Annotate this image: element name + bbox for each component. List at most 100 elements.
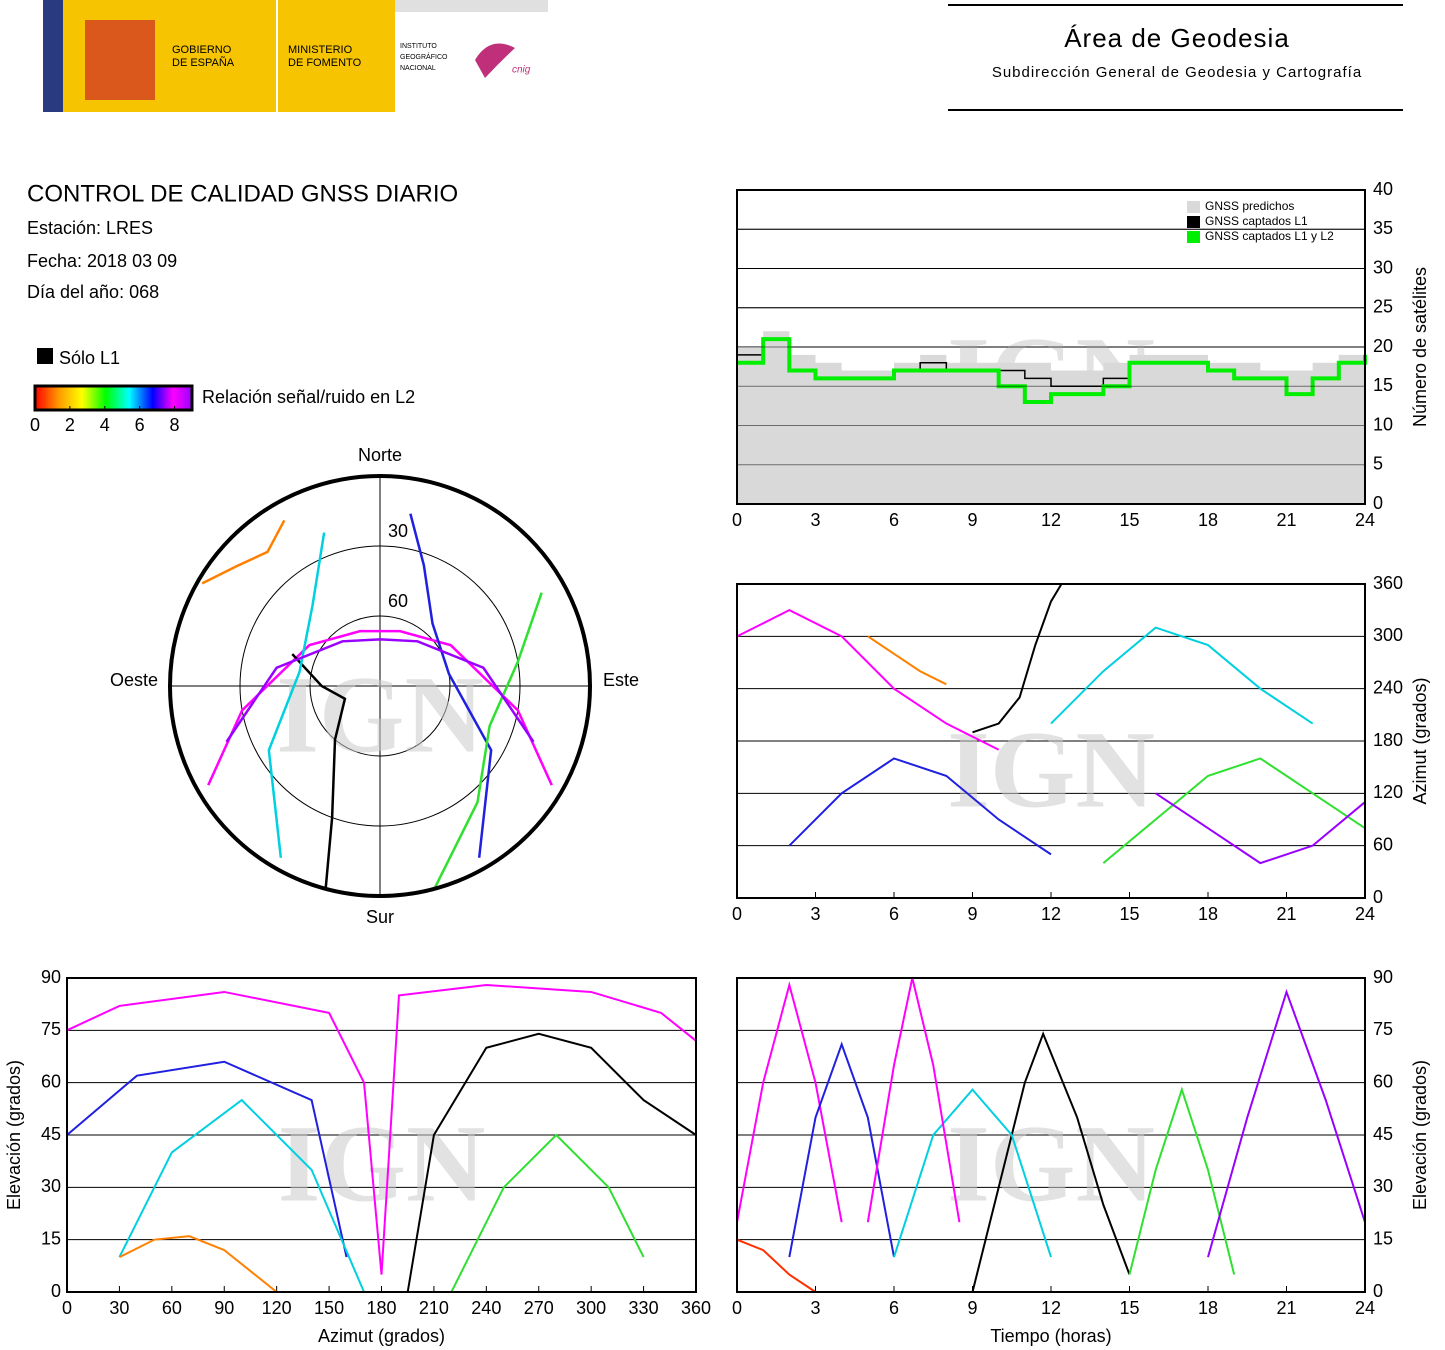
- x-tick-label: 18: [1198, 904, 1218, 924]
- colorbar-label: Relación señal/ruido en L2: [202, 387, 415, 407]
- logo-text: INSTITUTO: [400, 43, 437, 50]
- y-tick-label: 15: [41, 1228, 61, 1248]
- watermark: IGN: [947, 708, 1155, 830]
- legend-label: GNSS captados L1 y L2: [1205, 229, 1334, 243]
- station: Estación: LRES: [27, 218, 153, 238]
- satellite-track: [1102, 757, 1366, 864]
- x-tick-label: 15: [1119, 1298, 1139, 1318]
- plot-frame: [66, 977, 697, 1293]
- y-tick-label: 60: [1373, 834, 1393, 854]
- logo-text: cnig: [512, 65, 531, 76]
- report-title: CONTROL DE CALIDAD GNSS DIARIO: [27, 180, 458, 207]
- satellite-track: [971, 1031, 1131, 1293]
- x-tick-label: 90: [214, 1298, 234, 1318]
- y-tick-label: 300: [1373, 625, 1403, 645]
- satellite-track: [788, 757, 1052, 856]
- direction-label: Sur: [366, 907, 394, 927]
- legend-swatch: [1187, 216, 1200, 228]
- y-axis-title: Elevación (grados): [4, 1060, 24, 1210]
- y-tick-label: 20: [1373, 336, 1393, 356]
- direction-label: Oeste: [110, 670, 158, 690]
- eu-strip: [43, 0, 63, 112]
- y-tick-label: 60: [1373, 1071, 1393, 1091]
- y-tick-label: 180: [1373, 730, 1403, 750]
- y-tick-label: 0: [51, 1281, 61, 1301]
- logo-text: DE ESPAÑA: [172, 56, 235, 69]
- satellite-track: [893, 1088, 1052, 1258]
- y-tick-label: 25: [1373, 297, 1393, 317]
- logo-text: GEOGRÁFICO: [400, 52, 448, 61]
- satellite-track: [291, 653, 347, 889]
- date: Fecha: 2018 03 09: [27, 251, 177, 271]
- colorbar: [33, 384, 194, 412]
- y-tick-label: 15: [1373, 375, 1393, 395]
- x-tick-label: 270: [524, 1298, 554, 1318]
- x-tick-label: 150: [314, 1298, 344, 1318]
- y-tick-label: 0: [1373, 493, 1383, 513]
- satellite-track: [409, 513, 493, 858]
- satellite-track: [1207, 988, 1366, 1258]
- satellite-track: [267, 532, 326, 858]
- y-tick-label: 75: [1373, 1019, 1393, 1039]
- x-tick-label: 210: [419, 1298, 449, 1318]
- satellite-track: [66, 1060, 348, 1258]
- satellite-track: [380, 983, 697, 1275]
- y-tick-label: 120: [1373, 782, 1403, 802]
- x-tick-label: 0: [732, 904, 742, 924]
- legend-label: GNSS captados L1: [1205, 214, 1308, 228]
- logo-text: NACIONAL: [400, 65, 436, 72]
- colorbar-tick-label: 2: [65, 415, 75, 435]
- area-subtitle: Subdirección General de Geodesia y Carto…: [992, 64, 1362, 81]
- ring: [239, 545, 521, 827]
- x-tick-label: 0: [62, 1298, 72, 1318]
- satellite-track: [225, 638, 535, 743]
- x-tick-label: 3: [810, 510, 820, 530]
- y-tick-label: 30: [1373, 1176, 1393, 1196]
- x-tick-label: 3: [810, 904, 820, 924]
- satellite-track: [450, 1133, 645, 1293]
- x-tick-label: 360: [681, 1298, 711, 1318]
- satellite-track: [867, 635, 947, 686]
- satellite-track: [118, 1235, 278, 1293]
- satellite-track: [66, 990, 383, 1275]
- y-axis-title: Elevación (grados): [1410, 1060, 1430, 1210]
- satellite-track: [1128, 1086, 1236, 1275]
- x-tick-label: 12: [1041, 510, 1061, 530]
- logo-text: MINISTERIO: [288, 44, 353, 56]
- y-tick-label: 15: [1373, 1228, 1393, 1248]
- y-tick-label: 240: [1373, 677, 1403, 697]
- y-tick-label: 0: [1373, 887, 1383, 907]
- y-axis-title: Azimut (grados): [1410, 677, 1430, 804]
- coat-of-arms: [85, 20, 155, 100]
- y-tick-label: 0: [1373, 1281, 1383, 1301]
- x-tick-label: 6: [889, 1298, 899, 1318]
- logo-text: GOBIERNO: [172, 44, 232, 56]
- x-tick-label: 18: [1198, 1298, 1218, 1318]
- l1-label: Sólo L1: [59, 348, 120, 368]
- satellite-track: [736, 1238, 817, 1293]
- satellite-track: [1050, 626, 1314, 725]
- ministerio-logo: [278, 0, 395, 112]
- x-tick-label: 9: [967, 904, 977, 924]
- y-axis-title: Número de satélites: [1410, 267, 1430, 427]
- satellite-track: [433, 592, 543, 890]
- satellite-track: [201, 519, 286, 585]
- y-tick-label: 30: [41, 1176, 61, 1196]
- ring-label: 60: [388, 591, 408, 611]
- x-tick-label: 240: [471, 1298, 501, 1318]
- colorbar-tick-label: 6: [135, 415, 145, 435]
- satellite-track: [972, 583, 1063, 734]
- x-tick-label: 300: [576, 1298, 606, 1318]
- instituto-bar: [395, 0, 548, 12]
- y-tick-label: 30: [1373, 257, 1393, 277]
- x-tick-label: 0: [732, 510, 742, 530]
- colorbar-tick-label: 0: [30, 415, 40, 435]
- direction-label: Norte: [358, 445, 402, 465]
- x-tick-label: 24: [1355, 904, 1375, 924]
- satellite-track: [118, 1098, 365, 1293]
- area-title: Área de Geodesia: [1064, 23, 1290, 53]
- legend-label: GNSS predichos: [1205, 199, 1294, 213]
- x-tick-label: 21: [1276, 904, 1296, 924]
- satellite-track: [406, 1032, 697, 1293]
